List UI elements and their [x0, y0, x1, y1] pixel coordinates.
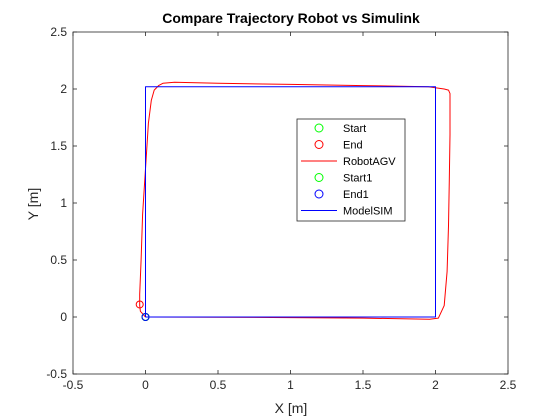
x-tick-label: 1.5: [355, 378, 372, 392]
y-tick-label: 0.5: [50, 253, 67, 267]
legend-entry-label: ModelSIM: [343, 206, 393, 218]
legend-entry-label: End: [343, 140, 363, 152]
y-tick-label: 1: [60, 196, 67, 210]
x-tick-label: 0.5: [210, 378, 227, 392]
x-axis-label: X [m]: [275, 400, 308, 416]
x-tick-label: 1: [287, 378, 294, 392]
legend-entry-label: RobotAGV: [343, 156, 396, 168]
x-tick-label: 2.5: [500, 378, 517, 392]
y-tick-label: 2.5: [50, 25, 67, 39]
legend-entry-label: Start1: [343, 173, 372, 185]
y-axis-label: Y [m]: [25, 188, 41, 220]
legend-entry-label: Start: [343, 123, 366, 135]
y-tick-label: 1.5: [50, 139, 67, 153]
chart-title: Compare Trajectory Robot vs Simulink: [162, 10, 420, 26]
y-tick-label: -0.5: [46, 367, 67, 381]
y-tick-label: 0: [60, 310, 67, 324]
y-tick-label: 2: [60, 82, 67, 96]
legend-entry-label: End1: [343, 189, 369, 201]
x-tick-label: 2: [432, 378, 439, 392]
x-tick-label: 0: [142, 378, 149, 392]
